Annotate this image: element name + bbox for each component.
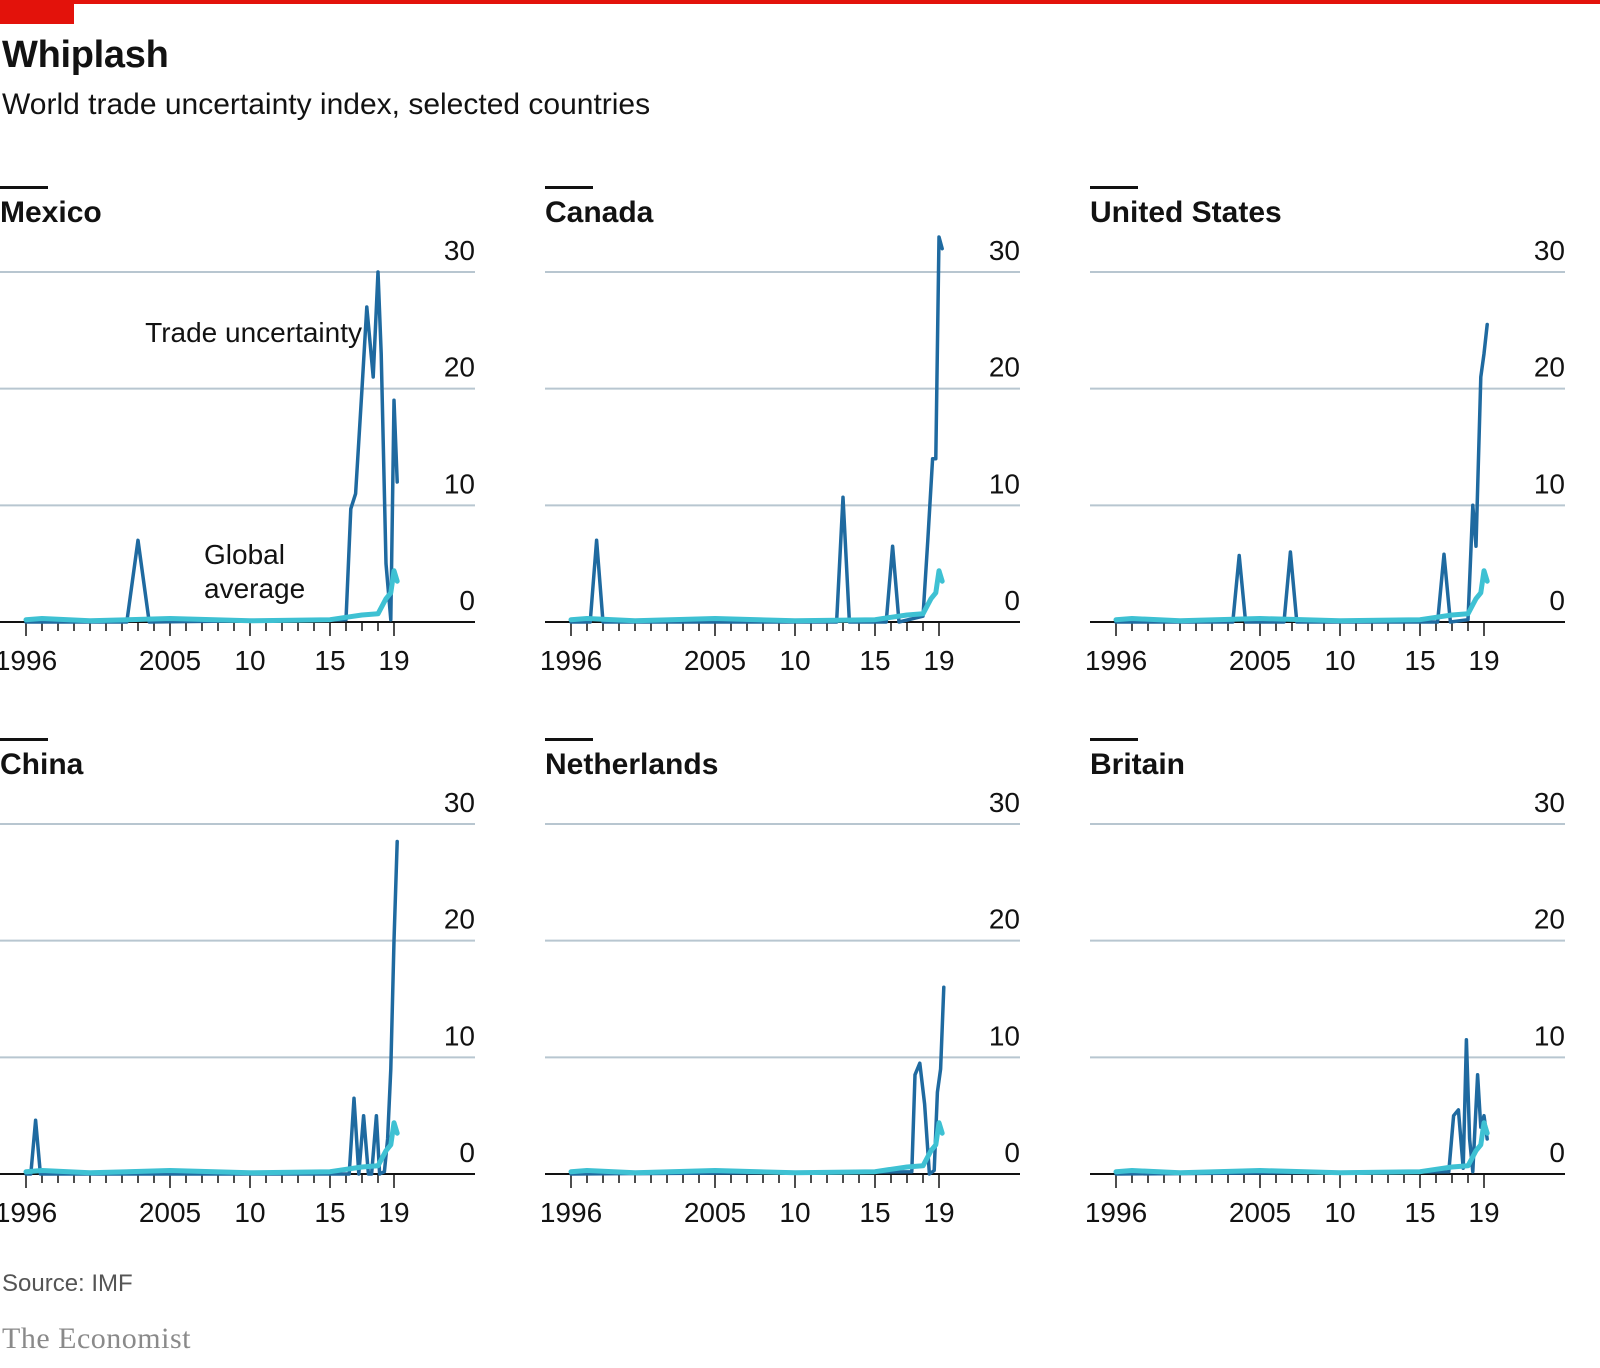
y-tick-label: 0	[1549, 585, 1565, 616]
accent-bar	[0, 0, 1600, 4]
y-tick-label: 30	[1534, 787, 1565, 818]
panel-netherlands: Netherlands 0 10 20 30 1996 2005 10 15 19	[540, 738, 1045, 1258]
panel-britain: Britain 0 10 20 30 1996 2005 10 15 19	[1085, 738, 1590, 1258]
global-average-line	[1113, 1120, 1490, 1176]
accent-tab	[0, 0, 74, 24]
trade-uncertainty-line	[1114, 322, 1489, 624]
panel-canada: Canada 0 10 20 30 1996 2005 10 15 19	[540, 186, 1045, 706]
trade-uncertainty-line	[569, 985, 946, 1176]
global-average-line	[568, 568, 945, 624]
panel-rule	[545, 186, 593, 189]
x-tick-label: 2005	[139, 1197, 201, 1228]
panel-rule	[545, 738, 593, 741]
panel-rule	[1090, 186, 1138, 189]
trade-uncertainty-line	[24, 270, 399, 624]
x-tick-label: 19	[923, 645, 954, 676]
x-tick-label: 15	[859, 1197, 890, 1228]
x-tick-label: 2005	[139, 645, 201, 676]
x-tick-label: 19	[378, 645, 409, 676]
x-tick-label: 19	[1468, 1197, 1499, 1228]
panel-plot: 0 10 20 30 1996 2005 10 15 19	[1085, 787, 1565, 1228]
global-average-label-line2: average	[204, 573, 305, 604]
x-tick-label: 10	[234, 645, 265, 676]
y-tick-label: 0	[459, 1137, 475, 1168]
x-tick-label: 10	[1324, 1197, 1355, 1228]
y-tick-label: 10	[444, 1020, 475, 1051]
panel-rule	[1090, 738, 1138, 741]
y-tick-label: 10	[1534, 468, 1565, 499]
y-tick-label: 0	[459, 585, 475, 616]
x-tick-label: 1996	[0, 645, 57, 676]
trade-uncertainty-label: Trade uncertainty	[145, 317, 362, 348]
x-tick-label: 1996	[1085, 645, 1147, 676]
panel-mexico: Mexico 0 10 20 30 1996 2005 10 15 19 Trade uncerta…	[0, 186, 500, 706]
x-tick-label: 1996	[540, 645, 602, 676]
global-average-label-line1: Global	[204, 539, 285, 570]
x-tick-label: 10	[234, 1197, 265, 1228]
chart-title: Whiplash	[2, 34, 169, 76]
y-tick-label: 10	[989, 1020, 1020, 1051]
y-tick-label: 20	[444, 904, 475, 935]
panel-plot: 0 10 20 30 1996 2005 10 15 19	[540, 787, 1020, 1228]
x-tick-label: 2005	[684, 645, 746, 676]
x-tick-label: 15	[1404, 1197, 1435, 1228]
panel-united-states: United States 0 10 20 30 1996 2005 10 15 19	[1085, 186, 1590, 706]
y-tick-label: 30	[444, 787, 475, 818]
x-tick-label: 2005	[1229, 645, 1291, 676]
y-tick-label: 10	[444, 468, 475, 499]
trade-uncertainty-line	[569, 235, 944, 624]
panel-title: Mexico	[0, 196, 102, 229]
panel-china: China 0 10 20 30 1996 2005 10 15 19	[0, 738, 500, 1258]
x-tick-label: 15	[314, 1197, 345, 1228]
x-tick-label: 19	[923, 1197, 954, 1228]
y-tick-label: 0	[1549, 1137, 1565, 1168]
global-average-line	[23, 1120, 400, 1176]
source-note: Source: IMF	[2, 1270, 133, 1297]
x-tick-label: 19	[378, 1197, 409, 1228]
x-tick-label: 1996	[1085, 1197, 1147, 1228]
x-tick-label: 10	[1324, 645, 1355, 676]
x-tick-label: 10	[779, 1197, 810, 1228]
y-tick-label: 30	[444, 235, 475, 266]
x-tick-label: 15	[859, 645, 890, 676]
y-tick-label: 20	[1534, 904, 1565, 935]
y-tick-label: 30	[989, 787, 1020, 818]
panel-plot: 0 10 20 30 1996 2005 10 15 19 Trade uncertainty Gl…	[0, 235, 475, 676]
y-tick-label: 30	[989, 235, 1020, 266]
trade-uncertainty-line	[1114, 1038, 1489, 1176]
y-tick-label: 30	[1534, 235, 1565, 266]
brand-logo: The Economist	[2, 1322, 191, 1355]
x-tick-label: 1996	[0, 1197, 57, 1228]
y-tick-label: 0	[1004, 1137, 1020, 1168]
panel-rule	[0, 186, 48, 189]
panel-title: Netherlands	[545, 748, 719, 781]
x-tick-label: 15	[1404, 645, 1435, 676]
y-tick-label: 20	[1534, 352, 1565, 383]
y-tick-label: 0	[1004, 585, 1020, 616]
y-tick-label: 10	[989, 468, 1020, 499]
x-tick-label: 19	[1468, 645, 1499, 676]
y-tick-label: 10	[1534, 1020, 1565, 1051]
global-average-line	[23, 568, 400, 624]
global-average-line	[1113, 568, 1490, 624]
x-tick-label: 15	[314, 645, 345, 676]
trade-uncertainty-line	[24, 839, 399, 1176]
y-tick-label: 20	[989, 352, 1020, 383]
panel-plot: 0 10 20 30 1996 2005 10 15 19	[1085, 235, 1565, 676]
x-tick-label: 2005	[684, 1197, 746, 1228]
panel-title: China	[0, 748, 84, 781]
panel-title: Canada	[545, 196, 654, 229]
panel-plot: 0 10 20 30 1996 2005 10 15 19	[540, 235, 1020, 676]
panel-rule	[0, 738, 48, 741]
panel-title: Britain	[1090, 748, 1186, 781]
global-average-line	[568, 1120, 945, 1176]
y-tick-label: 20	[444, 352, 475, 383]
x-tick-label: 10	[779, 645, 810, 676]
panel-plot: 0 10 20 30 1996 2005 10 15 19	[0, 787, 475, 1228]
chart-subtitle: World trade uncertainty index, selected …	[2, 88, 651, 121]
x-tick-label: 1996	[540, 1197, 602, 1228]
x-tick-label: 2005	[1229, 1197, 1291, 1228]
panel-title: United States	[1090, 196, 1282, 229]
y-tick-label: 20	[989, 904, 1020, 935]
